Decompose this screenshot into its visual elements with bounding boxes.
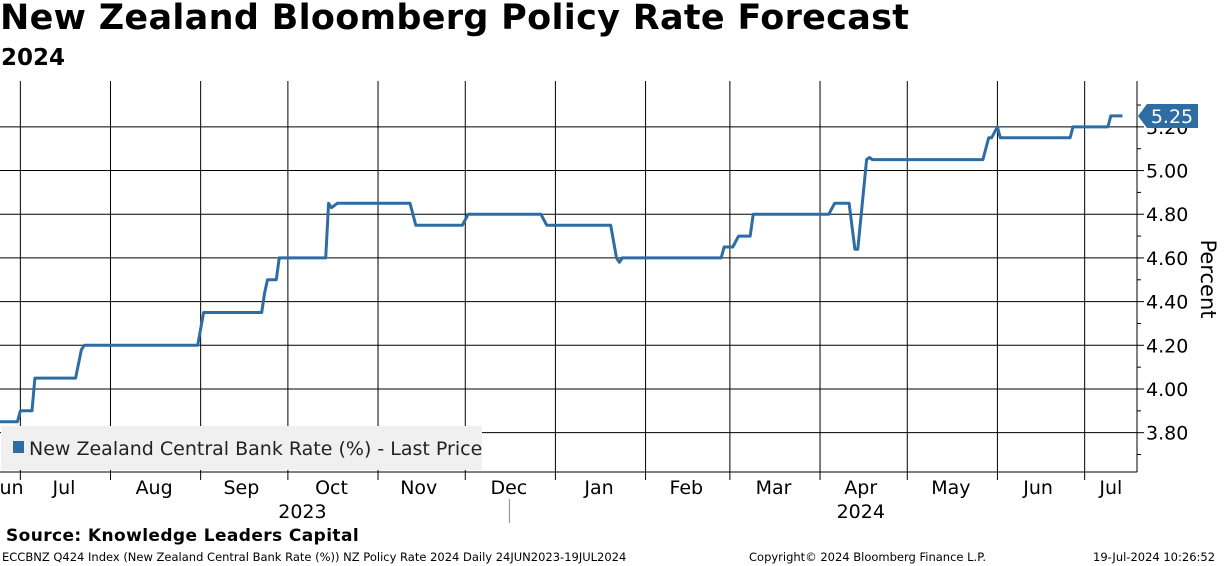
x-tick-label: Feb	[669, 477, 703, 499]
x-tick-label: Oct	[315, 477, 348, 499]
y-tick-label: 4.60	[1146, 248, 1188, 270]
x-tick-label: Jun	[0, 477, 24, 499]
y-tick-label: 5.00	[1146, 161, 1188, 183]
x-tick-label: Nov	[400, 477, 437, 499]
x-tick-label: Apr	[844, 477, 877, 499]
last-value-label: 5.25	[1151, 106, 1193, 128]
series-line	[0, 114, 1123, 424]
x-tick-label: Sep	[223, 477, 259, 499]
plot-area	[0, 81, 1137, 472]
y-tick-label: 4.00	[1146, 379, 1188, 401]
year-label: 2024	[837, 501, 885, 523]
x-tick-label: Jan	[583, 477, 613, 499]
chart-title: New Zealand Bloomberg Policy Rate Foreca…	[0, 0, 910, 38]
copyright-note: Copyright© 2024 Bloomberg Finance L.P.	[749, 550, 986, 564]
y-axis-title: Percent	[1196, 239, 1220, 318]
legend-swatch	[13, 441, 24, 453]
ticker-info: ECCBNZ Q424 Index (New Zealand Central B…	[2, 550, 627, 564]
x-tick-label: Jun	[1022, 477, 1053, 499]
x-tick-label: Jul	[52, 477, 76, 499]
y-tick-label: 4.80	[1146, 204, 1188, 226]
chart-subtitle: 2024	[1, 45, 66, 71]
legend-label: New Zealand Central Bank Rate (%) - Last…	[29, 438, 482, 460]
source-note: Source: Knowledge Leaders Capital	[6, 526, 360, 546]
x-tick-label: Mar	[756, 477, 792, 499]
x-tick-label: Aug	[136, 477, 173, 499]
y-tick-label: 3.80	[1146, 423, 1188, 445]
x-tick-label: Jul	[1098, 477, 1122, 499]
year-label: 2023	[278, 501, 326, 523]
legend-box	[1, 426, 482, 470]
last-value-flag	[1138, 103, 1198, 128]
x-tick-label: May	[931, 477, 970, 499]
y-tick-label: 4.20	[1146, 335, 1188, 357]
timestamp: 19-Jul-2024 10:26:52	[1093, 550, 1216, 564]
y-tick-label: 4.40	[1146, 292, 1188, 314]
x-tick-label: Dec	[490, 477, 527, 499]
